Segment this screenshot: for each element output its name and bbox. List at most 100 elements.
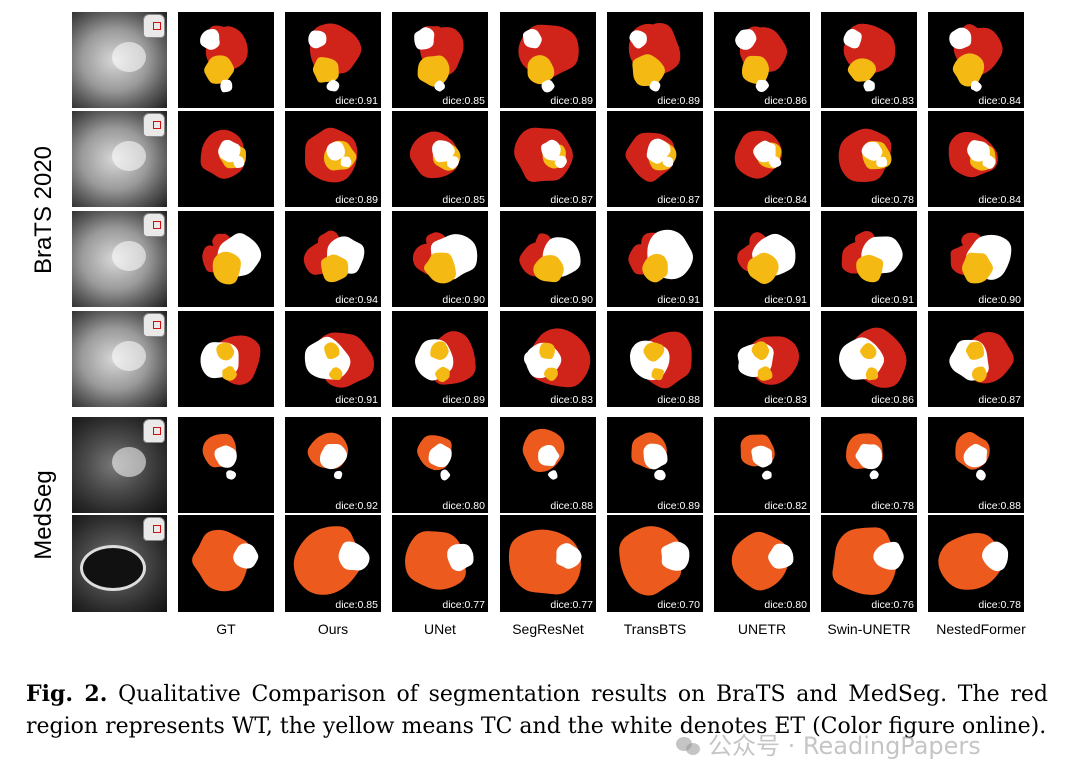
method-label: GT (216, 621, 236, 637)
region-et (214, 445, 237, 468)
region-et (982, 155, 996, 169)
segmentation-panel: dice:0.87 (607, 111, 703, 207)
region-et (751, 445, 773, 468)
region-tc (860, 342, 877, 360)
segmentation-panel: dice:0.89 (607, 417, 703, 513)
segmentation-panel: dice:0.78 (821, 417, 917, 513)
segmentation-panel: dice:0.84 (928, 111, 1024, 207)
dice-score: dice:0.86 (871, 394, 914, 406)
dice-score: dice:0.92 (335, 500, 378, 512)
segmentation-panel: dice:0.88 (607, 311, 703, 407)
region-tc (757, 366, 773, 381)
segmentation-panel: dice:0.94 (285, 211, 381, 307)
region-et (233, 155, 245, 169)
region-et (428, 443, 452, 468)
dice-score: dice:0.82 (764, 500, 807, 512)
dataset-label: MedSeg (30, 470, 57, 560)
dice-score: dice:0.83 (764, 394, 807, 406)
region-et (440, 469, 451, 481)
dice-score: dice:0.89 (550, 95, 593, 107)
region-et (220, 79, 233, 93)
region-et (952, 351, 968, 365)
dice-score: dice:0.76 (871, 599, 914, 611)
region-med (192, 529, 250, 592)
region-et (446, 156, 459, 169)
region-tc (747, 252, 779, 284)
input-mri-image (72, 12, 167, 108)
dice-score: dice:0.80 (764, 599, 807, 611)
region-tc (222, 366, 237, 381)
region-med (619, 526, 682, 596)
dice-score: dice:0.91 (335, 95, 378, 107)
method-label: UNETR (737, 621, 787, 637)
region-et (869, 470, 879, 480)
region-tc (643, 342, 665, 362)
segmentation-panel (178, 12, 274, 108)
segmentation-panel: dice:0.90 (500, 211, 596, 307)
segmentation-panel: dice:0.82 (714, 417, 810, 513)
region-et (949, 27, 972, 50)
region-et (662, 156, 674, 168)
region-et (737, 348, 756, 368)
region-tc (527, 55, 555, 85)
region-tc (212, 251, 241, 285)
segmentation-panel (178, 417, 274, 513)
segmentation-panel: dice:0.86 (714, 12, 810, 108)
watermark: 公众号 · ReadingPapers (676, 726, 981, 761)
region-tc (543, 367, 558, 381)
region-tc (847, 58, 877, 82)
segmentation-panel: dice:0.91 (285, 12, 381, 108)
dice-score: dice:0.78 (871, 194, 914, 206)
method-label: Ours (317, 621, 349, 637)
region-tc (423, 252, 456, 284)
segmentation-panel: dice:0.84 (714, 111, 810, 207)
method-label: Swin-UNETR (827, 621, 911, 637)
region-et (646, 138, 671, 164)
region-et (522, 29, 542, 49)
region-et (861, 141, 883, 161)
segmentation-panel (178, 111, 274, 207)
segmentation-panel (178, 311, 274, 407)
region-et (629, 30, 647, 49)
region-et (434, 80, 445, 92)
region-et (319, 444, 348, 470)
region-et (554, 155, 567, 169)
dice-score: dice:0.88 (978, 500, 1021, 512)
region-et (338, 541, 370, 571)
region-et (643, 443, 668, 470)
dice-score: dice:0.91 (657, 294, 700, 306)
segmentation-panel: dice:0.87 (500, 111, 596, 207)
region-et (200, 348, 219, 368)
region-et (761, 470, 772, 480)
location-inset (143, 213, 165, 237)
region-et (538, 444, 560, 467)
segmentation-panel: dice:0.76 (821, 515, 917, 612)
segmentation-panel: dice:0.85 (285, 515, 381, 612)
segmentation-panel: dice:0.88 (928, 417, 1024, 513)
wechat-icon (676, 737, 702, 757)
region-tc (324, 342, 340, 360)
caption-text: Qualitative Comparison of segmentation r… (26, 682, 1048, 739)
dice-score: dice:0.78 (871, 500, 914, 512)
location-inset (143, 517, 165, 541)
dice-score: dice:0.87 (978, 394, 1021, 406)
region-tc (430, 341, 449, 360)
region-et (548, 470, 558, 480)
region-tc (216, 342, 235, 361)
method-label: NestedFormer (936, 621, 1026, 637)
dice-score: dice:0.91 (764, 294, 807, 306)
segmentation-panel: dice:0.89 (500, 12, 596, 108)
dice-score: dice:0.83 (871, 95, 914, 107)
segmentation-panel: dice:0.78 (928, 515, 1024, 612)
dice-score: dice:0.83 (550, 394, 593, 406)
segmentation-panel: dice:0.80 (714, 515, 810, 612)
region-et (333, 470, 343, 480)
region-et (970, 80, 982, 92)
region-tc (533, 255, 564, 283)
region-et (218, 139, 241, 163)
dice-score: dice:0.94 (335, 294, 378, 306)
segmentation-panel: dice:0.88 (500, 417, 596, 513)
dice-score: dice:0.85 (335, 599, 378, 611)
region-et (414, 27, 435, 50)
region-tc (642, 253, 668, 283)
